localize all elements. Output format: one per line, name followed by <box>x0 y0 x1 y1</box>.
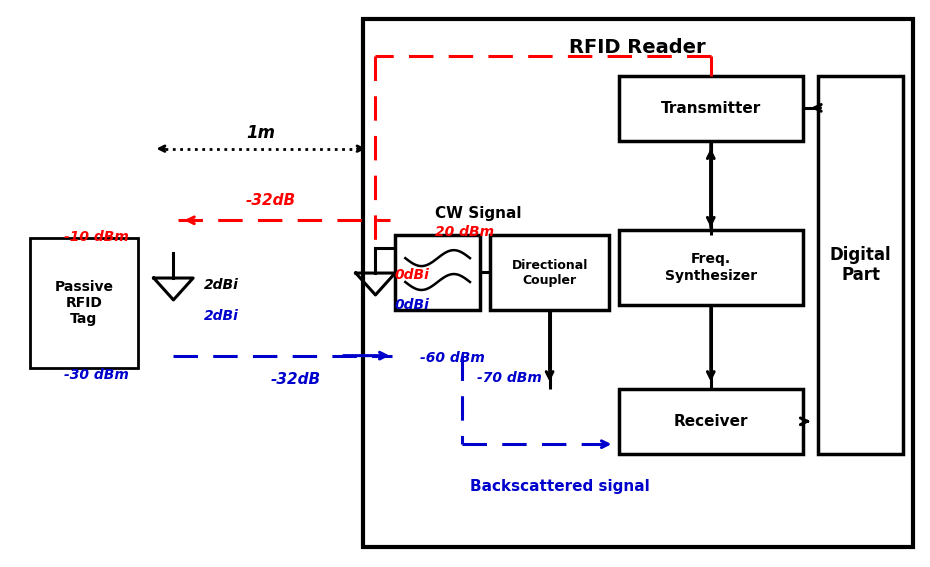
Text: -70 dBm: -70 dBm <box>477 371 542 384</box>
Text: -32dB: -32dB <box>271 372 321 387</box>
Text: Passive
RFID
Tag: Passive RFID Tag <box>54 280 113 326</box>
Bar <box>30 238 138 367</box>
Text: Directional
Coupler: Directional Coupler <box>512 259 588 286</box>
Text: Receiver: Receiver <box>674 414 749 429</box>
Text: -32dB: -32dB <box>246 193 296 208</box>
Text: -30 dBm: -30 dBm <box>64 367 129 382</box>
Text: Transmitter: Transmitter <box>661 101 762 116</box>
Bar <box>619 76 804 141</box>
Text: -10 dBm: -10 dBm <box>64 230 129 244</box>
Text: 2dBi: 2dBi <box>204 309 239 323</box>
Bar <box>363 19 913 547</box>
Text: Backscattered signal: Backscattered signal <box>470 480 649 494</box>
Bar <box>818 76 903 454</box>
Text: Digital
Part: Digital Part <box>830 246 891 285</box>
Text: -60 dBm: -60 dBm <box>420 350 485 365</box>
Text: 0dBi: 0dBi <box>395 298 430 312</box>
Text: 1m: 1m <box>246 124 275 142</box>
Text: Freq.
Synthesizer: Freq. Synthesizer <box>665 252 757 283</box>
Bar <box>619 390 804 454</box>
Text: RFID Reader: RFID Reader <box>569 37 706 57</box>
Bar <box>490 235 609 310</box>
Text: 0dBi: 0dBi <box>395 268 430 282</box>
Text: 2dBi: 2dBi <box>204 278 239 292</box>
Bar <box>395 235 480 310</box>
Bar <box>619 230 804 305</box>
Text: 20 dBm: 20 dBm <box>435 225 494 239</box>
Text: CW Signal: CW Signal <box>435 206 522 221</box>
